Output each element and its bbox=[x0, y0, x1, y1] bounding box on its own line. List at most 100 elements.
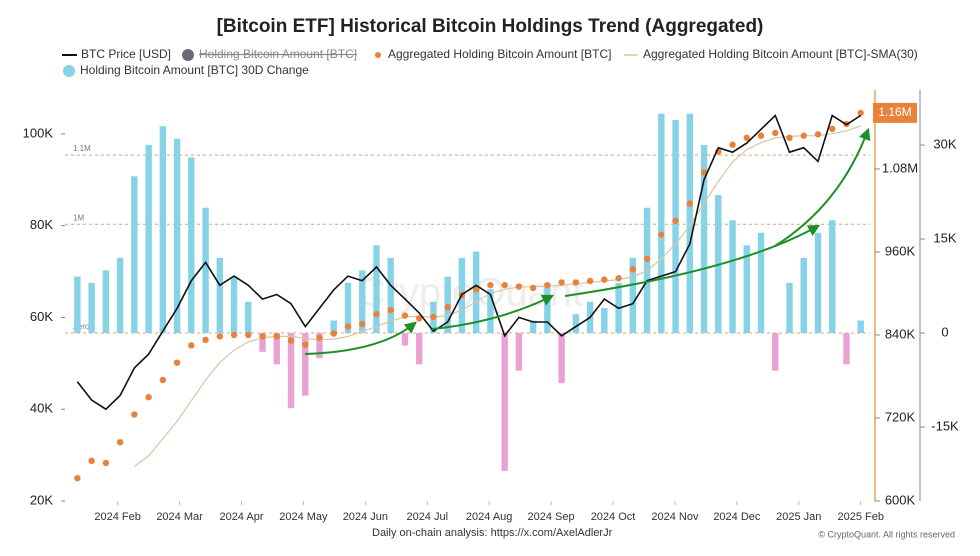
dot bbox=[558, 279, 565, 286]
bar bbox=[259, 333, 266, 352]
y2-tick-label: 1.08M bbox=[882, 160, 918, 175]
legend-swatch bbox=[63, 65, 75, 77]
arrow bbox=[564, 224, 821, 297]
dot bbox=[373, 311, 380, 318]
y-tick-label: 80K bbox=[30, 217, 53, 232]
x-tick-label: 2024 Feb bbox=[94, 511, 140, 523]
dot bbox=[743, 134, 750, 142]
dot bbox=[643, 255, 651, 263]
dot bbox=[857, 109, 864, 117]
dot bbox=[359, 320, 366, 328]
x-tick-label: 2024 Jun bbox=[343, 511, 388, 523]
bar bbox=[302, 333, 309, 396]
dot bbox=[544, 281, 551, 289]
dot bbox=[216, 333, 224, 340]
dot bbox=[387, 306, 394, 314]
bar bbox=[102, 270, 110, 334]
dot bbox=[188, 342, 195, 349]
line bbox=[76, 114, 862, 411]
dot bbox=[515, 283, 523, 290]
x-tick-label: 2024 Mar bbox=[156, 511, 203, 523]
bar bbox=[387, 257, 394, 334]
bar bbox=[287, 333, 295, 409]
dot bbox=[501, 281, 508, 289]
bar bbox=[415, 333, 423, 365]
arrow bbox=[304, 321, 417, 355]
legend: BTC Price [USD] Holding Bitcoin Amount [… bbox=[62, 47, 918, 77]
bar bbox=[672, 119, 679, 334]
y-tick-label: 60K bbox=[30, 309, 53, 324]
dot bbox=[230, 331, 238, 339]
y2-tick-label: 600K bbox=[885, 492, 916, 507]
bar bbox=[373, 245, 380, 334]
y3-tick-label: 15K bbox=[933, 230, 956, 245]
bar bbox=[401, 333, 409, 346]
bar bbox=[159, 126, 167, 334]
dot bbox=[287, 337, 295, 344]
dot bbox=[729, 141, 736, 148]
x-tick-label: 2024 Aug bbox=[466, 511, 513, 523]
bar bbox=[501, 333, 508, 471]
legend-label[interactable]: BTC Price [USD] bbox=[81, 47, 171, 61]
dot bbox=[829, 125, 836, 133]
bar bbox=[216, 257, 224, 334]
bar bbox=[800, 257, 807, 334]
x-tick-label: 2024 Oct bbox=[591, 511, 636, 523]
bar bbox=[743, 245, 750, 334]
dot bbox=[159, 376, 167, 384]
y2-tick-label: 720K bbox=[885, 409, 916, 424]
dot bbox=[401, 312, 409, 319]
bar bbox=[145, 145, 152, 334]
dot bbox=[572, 279, 580, 286]
bar bbox=[344, 282, 352, 334]
bar bbox=[629, 257, 637, 334]
bar bbox=[772, 333, 779, 371]
dot bbox=[700, 169, 708, 176]
bar bbox=[245, 301, 252, 334]
y3-tick-label: 0 bbox=[941, 324, 948, 339]
legend-label[interactable]: Aggregated Holding Bitcoin Amount [BTC] bbox=[388, 47, 611, 61]
x-tick-label: 2024 Jul bbox=[406, 511, 448, 523]
legend-label[interactable]: Holding Bitcoin Amount [BTC] bbox=[199, 47, 357, 61]
y-tick-label: 20K bbox=[30, 492, 53, 507]
dot bbox=[416, 315, 423, 322]
arrow bbox=[431, 294, 555, 330]
bar bbox=[316, 333, 323, 359]
x-tick-label: 2025 Feb bbox=[837, 511, 883, 523]
x-tick-label: 2024 Sep bbox=[528, 511, 575, 523]
bar bbox=[131, 176, 138, 334]
dot bbox=[430, 313, 437, 321]
bar bbox=[173, 138, 181, 334]
bar bbox=[558, 333, 565, 384]
legend-label[interactable]: Holding Bitcoin Amount [BTC] 30D Change bbox=[80, 63, 309, 77]
dot bbox=[487, 281, 494, 289]
reference-label: 1.1M bbox=[73, 144, 91, 153]
trend-arrows bbox=[304, 127, 871, 355]
dot bbox=[116, 438, 124, 446]
dot bbox=[472, 286, 480, 293]
bar bbox=[572, 314, 580, 334]
dot bbox=[615, 275, 622, 282]
bar bbox=[529, 320, 537, 334]
dot bbox=[686, 200, 694, 207]
dot bbox=[586, 277, 594, 285]
dot bbox=[202, 336, 209, 344]
dot bbox=[273, 333, 280, 340]
plot-area: 1.1M 1M Zero bbox=[65, 109, 870, 482]
bar bbox=[658, 113, 665, 334]
x-tick-label: 2024 Dec bbox=[713, 511, 761, 523]
bar bbox=[786, 282, 793, 334]
dot bbox=[145, 394, 152, 401]
bar bbox=[330, 320, 337, 334]
y-tick-label: 100K bbox=[23, 125, 54, 140]
bar bbox=[757, 232, 765, 334]
bar bbox=[202, 207, 209, 334]
bar bbox=[359, 270, 366, 334]
dot bbox=[672, 217, 679, 225]
legend-label[interactable]: Aggregated Holding Bitcoin Amount [BTC]-… bbox=[643, 47, 918, 61]
x-tick-label: 2025 Jan bbox=[776, 511, 821, 523]
bar bbox=[829, 220, 836, 334]
bar bbox=[686, 113, 694, 334]
dot bbox=[601, 276, 608, 283]
dot bbox=[772, 129, 779, 137]
